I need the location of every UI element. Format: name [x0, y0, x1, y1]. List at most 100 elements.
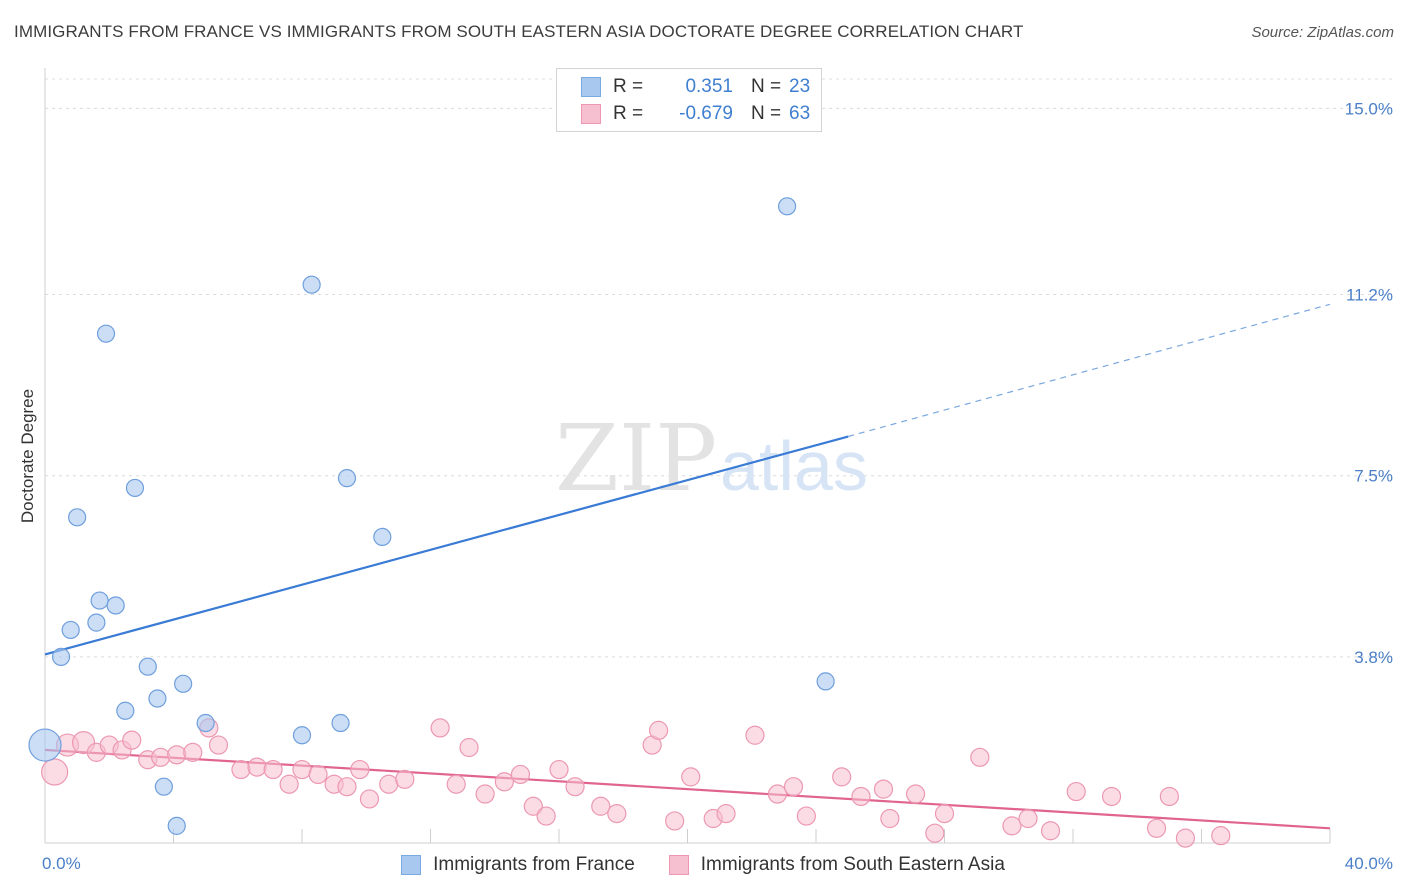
sea-point — [395, 769, 415, 789]
sea-point — [851, 786, 871, 807]
sea-point — [1101, 786, 1122, 807]
france-point — [373, 527, 392, 547]
series-legend-sea: Immigrants from South Eastern Asia — [668, 854, 1005, 876]
legend-r-value: 0.351 — [685, 76, 733, 97]
france-point — [68, 508, 87, 527]
series-swatch-france — [401, 855, 422, 875]
sea-point — [41, 758, 69, 786]
france-point — [96, 324, 116, 343]
france-point — [292, 726, 312, 745]
watermark-atlas: atlas — [720, 427, 868, 505]
france-point — [167, 816, 186, 835]
sea-point — [510, 764, 531, 785]
sea-point — [925, 823, 945, 843]
legend-n-label: N = — [751, 76, 782, 97]
legend-r-value: -0.679 — [679, 103, 733, 124]
france-point — [302, 275, 321, 294]
sea-point — [591, 796, 611, 816]
sea-point — [648, 720, 669, 740]
france-point — [138, 657, 157, 676]
gridlines — [45, 78, 1392, 658]
sea-point — [745, 725, 765, 745]
sea-point — [536, 806, 556, 826]
y-tick-label: 11.2% — [1346, 285, 1393, 304]
y-tick-label: 15.0% — [1345, 99, 1393, 118]
legend-r-label: R = — [613, 103, 644, 124]
sea-point — [783, 777, 804, 797]
sea-point — [247, 757, 267, 777]
watermark-zip: ZIP — [555, 405, 717, 512]
sea-point — [446, 774, 466, 794]
sea-point — [767, 784, 788, 804]
sea-point — [263, 759, 283, 780]
source-label: Source: ZipAtlas.com — [1251, 24, 1394, 41]
sea-point — [665, 811, 685, 831]
sea-point — [716, 804, 736, 824]
y-axis-label: Doctorate Degree — [18, 389, 37, 523]
x-tick-label: 0.0% — [42, 854, 81, 873]
sea-point — [565, 777, 585, 797]
tick-labels: 3.8% 7.5% 11.2% 15.0% 0.0% 40.0% — [42, 99, 1393, 873]
watermark: ZIP atlas — [555, 405, 868, 512]
sea-point — [523, 796, 543, 816]
sea-point — [1066, 781, 1086, 802]
series-swatch-sea — [668, 855, 689, 875]
sea-point — [1146, 818, 1167, 838]
axes — [44, 68, 1331, 844]
legend-swatch-sea — [581, 104, 601, 124]
legend-r-label: R = — [613, 76, 644, 97]
sea-point — [494, 772, 514, 792]
series-label-sea: Immigrants from South Eastern Asia — [700, 854, 1005, 875]
sea-point — [1040, 821, 1061, 841]
series-legend-france: Immigrants from France — [401, 854, 635, 876]
legend-swatch-france — [581, 77, 601, 97]
sea-point — [1175, 828, 1196, 848]
y-tick-label: 3.8% — [1354, 648, 1393, 667]
france-trend-extension — [847, 303, 1331, 438]
sea-point — [796, 806, 816, 826]
france-point — [148, 689, 167, 708]
france-point — [61, 620, 80, 640]
y-tick-label: 7.5% — [1354, 467, 1393, 486]
sea-point — [208, 735, 229, 755]
sea-point — [549, 759, 569, 780]
sea-point — [873, 779, 894, 799]
sea-point — [308, 764, 328, 785]
legend-n-value: 23 — [789, 76, 811, 97]
series-label-france: Immigrants from France — [433, 854, 635, 875]
sea-point — [832, 767, 852, 787]
sea-point — [292, 759, 312, 780]
sea-point — [681, 767, 701, 787]
legend-n-value: 63 — [789, 103, 811, 124]
sea-point — [379, 774, 399, 794]
france-point — [337, 469, 357, 488]
france-point — [116, 701, 135, 720]
sea-point — [231, 759, 251, 780]
chart-title: IMMIGRANTS FROM FRANCE VS IMMIGRANTS FRO… — [14, 22, 1024, 41]
series-legend: Immigrants from France Immigrants from S… — [0, 852, 1406, 878]
sea-point — [430, 718, 450, 738]
legend-row-france: R = 0.351 N = 23 — [581, 75, 810, 99]
france-point — [154, 777, 173, 796]
france-point — [331, 713, 350, 733]
sea-point — [183, 742, 203, 762]
sea-point — [122, 730, 142, 750]
legend-row-sea: R = -0.679 N = 63 — [581, 102, 810, 126]
sea-point — [607, 804, 627, 824]
france-point — [28, 728, 62, 762]
sea-point — [350, 759, 370, 780]
legend-n-label: N = — [751, 103, 782, 124]
sea-point — [337, 777, 357, 797]
france-point — [90, 591, 109, 610]
sea-point — [167, 745, 187, 765]
france-point — [106, 596, 125, 615]
france-point — [174, 674, 193, 693]
france-point — [816, 672, 835, 691]
trend-lines — [44, 303, 1331, 830]
france-points — [28, 197, 835, 835]
france-point — [196, 713, 215, 733]
sea-point — [1002, 816, 1022, 836]
sea-point — [970, 747, 990, 767]
sea-point — [359, 789, 380, 809]
